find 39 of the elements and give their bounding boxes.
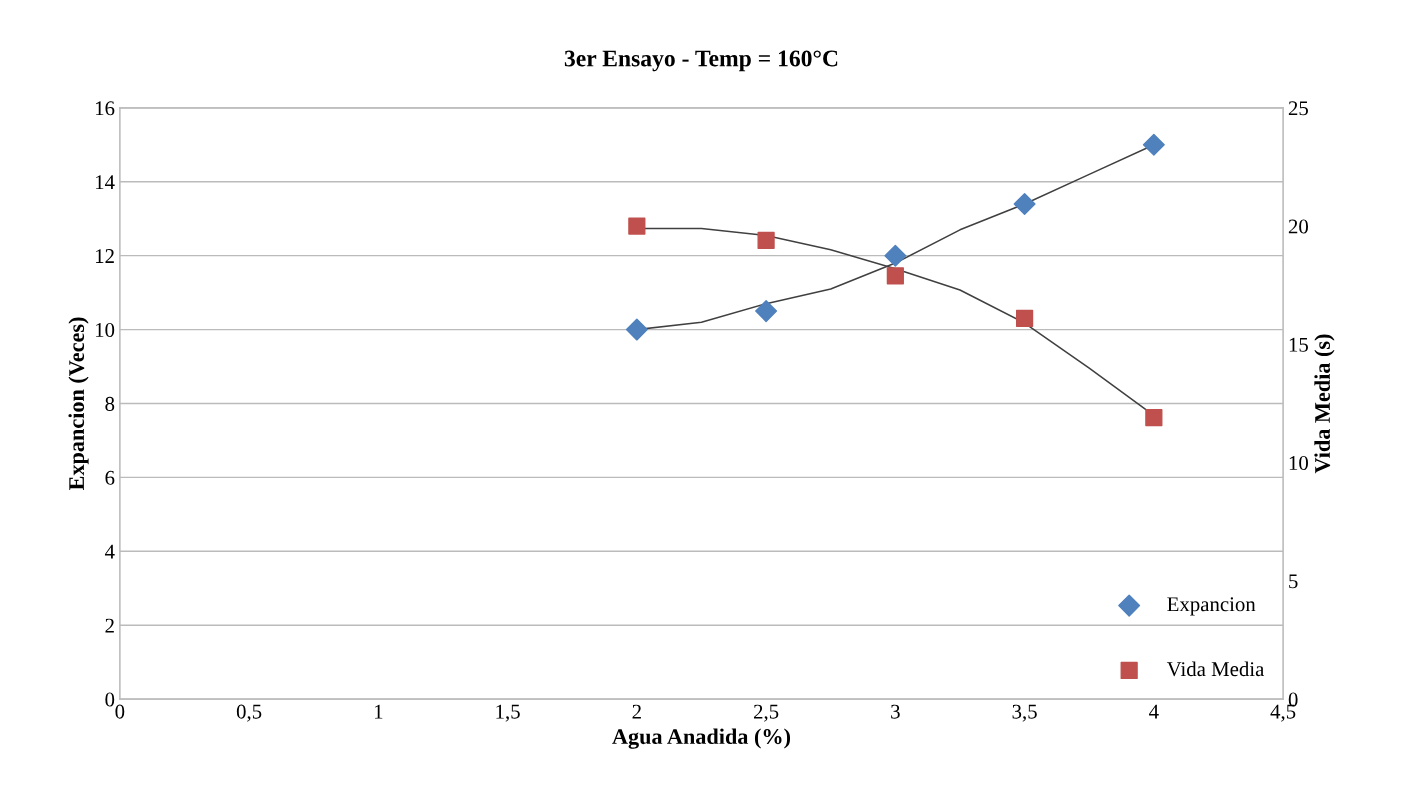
x-tick-label: 0,5 xyxy=(236,704,262,722)
point xyxy=(886,267,904,285)
legend-label: Vida Media xyxy=(1166,661,1265,677)
y-tick-label: 6 xyxy=(105,470,115,485)
x-tick-label: 1 xyxy=(374,704,383,719)
x-tick-label: 2,5 xyxy=(753,704,779,722)
legend-label: Expancion xyxy=(1167,597,1256,616)
y-tick-label: 16 xyxy=(95,101,115,116)
y2-tick-label: 15 xyxy=(1289,337,1308,352)
y-tick-label: 0 xyxy=(105,692,115,707)
point xyxy=(884,244,907,267)
point xyxy=(755,300,778,323)
y-tick-label: 8 xyxy=(105,396,115,411)
y-tick-label: 10 xyxy=(95,322,115,338)
x-tick-label: 1,5 xyxy=(496,704,520,722)
chart-title: 3er Ensayo - Temp = 160°C xyxy=(564,50,838,72)
y-tick-label: 4 xyxy=(104,544,115,559)
x-axis-title: Agua Anadida (%) xyxy=(612,728,791,749)
point xyxy=(628,217,646,235)
x-tick-label: 3 xyxy=(891,704,900,719)
point xyxy=(1013,192,1036,215)
point xyxy=(757,231,775,249)
y-tick-label: 12 xyxy=(95,249,114,263)
y2-tick-label: 10 xyxy=(1289,455,1308,471)
y-axis-title: Expancion (Veces) xyxy=(68,317,89,491)
x-tick-label: 0 xyxy=(115,704,125,719)
y-tick-label: 2 xyxy=(105,618,114,633)
x-tick-label: 3,5 xyxy=(1012,704,1037,722)
y2-tick-label: 5 xyxy=(1289,574,1298,589)
y2-tick-label: 25 xyxy=(1288,101,1308,116)
y-tick-label: 14 xyxy=(95,175,115,189)
y2-tick-label: 20 xyxy=(1288,219,1308,234)
x-tick-label: 2 xyxy=(632,704,641,719)
x-tick-label: 4 xyxy=(1149,704,1159,719)
point xyxy=(1142,133,1165,156)
y2-axis-title: Vida Media (s) xyxy=(1314,334,1335,474)
point xyxy=(1145,409,1163,427)
point xyxy=(1015,309,1034,327)
point xyxy=(625,318,648,341)
